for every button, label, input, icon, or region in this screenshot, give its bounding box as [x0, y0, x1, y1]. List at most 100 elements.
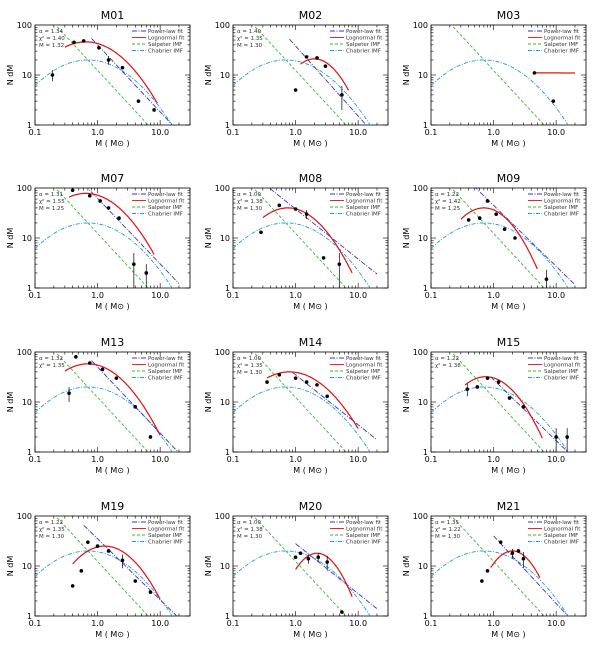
data-point — [325, 394, 329, 399]
data-point — [133, 579, 138, 583]
panel-title: M14 — [299, 336, 323, 349]
x-tick-label: 10.0 — [151, 291, 169, 300]
legend-entry: Chabrier IMF — [148, 212, 183, 218]
lognormal-fit-curve — [266, 371, 359, 429]
legend-entry: Lognormal fit — [544, 36, 581, 42]
x-axis-label: M ( M⊙ ) — [491, 302, 525, 311]
y-tick-label: 1 — [27, 448, 32, 457]
y-tick-label: 1 — [423, 612, 428, 621]
x-tick-label: 10.0 — [349, 291, 367, 300]
y-tick-label: 1 — [27, 121, 32, 130]
chabrier-imf-curve — [233, 222, 371, 288]
data-point — [340, 610, 344, 614]
y-axis-label: N dM — [204, 392, 213, 413]
legend-entry: Lognormal fit — [346, 527, 383, 533]
y-axis-label: N dM — [402, 228, 411, 249]
fit-statistic: χ² = 1.38 — [237, 526, 263, 533]
lognormal-fit-curve — [464, 376, 543, 439]
y-tick-label: 10 — [220, 71, 230, 80]
data-point — [293, 207, 298, 211]
y-tick-label: 100 — [215, 184, 230, 193]
x-tick-label: 0.1 — [227, 291, 240, 300]
y-tick-label: 1 — [27, 284, 32, 293]
legend-entry: Chabrier IMF — [544, 212, 579, 218]
fit-statistic: χ² = 1.35 — [39, 526, 65, 533]
y-tick-label: 10 — [220, 234, 230, 243]
fit-statistic: α = 1.22 — [435, 192, 459, 198]
panel-title: M07 — [101, 172, 125, 185]
legend-entry: Salpeter IMF — [148, 205, 182, 211]
lognormal-fit-curve — [64, 41, 158, 104]
y-axis-label: N dM — [6, 556, 15, 577]
legend-entry: Salpeter IMF — [544, 42, 578, 48]
fit-statistic: χ² = 1.35 — [237, 35, 263, 42]
data-point — [87, 193, 92, 198]
fit-statistic: α = 1.22 — [39, 520, 63, 526]
legend-entry: Power-law fit — [148, 29, 184, 35]
fit-statistic: M = 1.32 — [39, 43, 64, 49]
fit-statistic: M = 1.30 — [237, 43, 263, 49]
y-tick-label: 10 — [418, 234, 428, 243]
legend-entry: Salpeter IMF — [346, 533, 380, 539]
legend-entry: Salpeter IMF — [148, 369, 182, 375]
x-tick-label: 10.0 — [547, 128, 565, 137]
legend-entry: Chabrier IMF — [544, 376, 579, 382]
chabrier-imf-curve — [431, 386, 569, 452]
y-axis-label: N dM — [6, 65, 15, 86]
data-point — [465, 387, 470, 392]
x-axis-label: M ( M⊙ ) — [491, 466, 525, 475]
lognormal-fit-curve — [64, 363, 161, 436]
y-axis-label: N dM — [402, 65, 411, 86]
power-law-fit-curve — [268, 188, 378, 275]
data-point — [521, 405, 526, 409]
legend-entry: Chabrier IMF — [148, 376, 183, 382]
salpeter-imf-curve — [252, 516, 347, 616]
y-tick-label: 1 — [423, 448, 428, 457]
panel-m09: M09 0.1 1.0 10.0 1 10 100 M ( M⊙ ) N dM Power-law… — [402, 172, 587, 311]
data-point — [100, 367, 105, 372]
legend-entry: Lognormal fit — [346, 199, 383, 205]
x-tick-label: 1.0 — [289, 619, 302, 628]
chabrier-imf-curve — [431, 222, 569, 288]
data-point — [87, 361, 92, 365]
data-point — [277, 372, 282, 377]
data-point — [74, 355, 78, 359]
legend-entry: Salpeter IMF — [346, 205, 380, 211]
x-tick-label: 1.0 — [289, 128, 302, 137]
chabrier-imf-curve — [35, 222, 173, 288]
power-law-fit-curve — [83, 524, 178, 616]
fit-statistic: χ² = 1.40 — [39, 35, 65, 42]
legend-entry: Salpeter IMF — [148, 533, 182, 539]
legend-entry: Lognormal fit — [544, 527, 581, 533]
salpeter-imf-curve — [450, 352, 545, 452]
legend-entry: Chabrier IMF — [148, 49, 183, 55]
salpeter-imf-curve — [54, 516, 149, 616]
panel-m19: M19 0.1 1.0 10.0 1 10 100 M ( M⊙ ) N dM Power-law… — [6, 500, 191, 639]
legend-entry: Chabrier IMF — [346, 540, 381, 546]
legend-entry: Chabrier IMF — [544, 49, 579, 55]
y-tick-label: 1 — [225, 284, 230, 293]
data-point — [315, 56, 319, 60]
panel-m07: M07 0.1 1.0 10.0 1 10 100 M ( M⊙ ) N dM Power-law… — [6, 172, 191, 311]
y-tick-label: 100 — [17, 184, 32, 193]
x-axis-label: M ( M⊙ ) — [491, 139, 525, 148]
data-point — [136, 99, 141, 103]
fit-statistic: χ² = 1.22 — [435, 526, 461, 533]
fit-statistic: χ² = 1.38 — [237, 198, 263, 205]
power-law-fit-curve — [493, 535, 569, 616]
x-axis-label: M ( M⊙ ) — [293, 302, 327, 311]
legend-entry: Lognormal fit — [148, 36, 185, 42]
fit-statistic: χ² = 1.55 — [39, 198, 65, 205]
y-tick-label: 100 — [413, 184, 428, 193]
fit-statistic: α = 1.34 — [39, 29, 63, 35]
panel-title: M08 — [299, 172, 323, 185]
data-point — [316, 555, 321, 559]
y-axis-label: N dM — [402, 556, 411, 577]
y-tick-label: 100 — [17, 21, 32, 30]
fit-statistic: χ² = 1.42 — [435, 198, 461, 205]
data-point — [265, 380, 269, 384]
chabrier-imf-curve — [233, 59, 371, 125]
data-point — [485, 569, 490, 573]
panel-m03: M03 0.1 1.0 10.0 1 10 100 M ( M⊙ ) N dM Power-law… — [402, 9, 587, 148]
legend-entry: Lognormal fit — [346, 36, 383, 42]
